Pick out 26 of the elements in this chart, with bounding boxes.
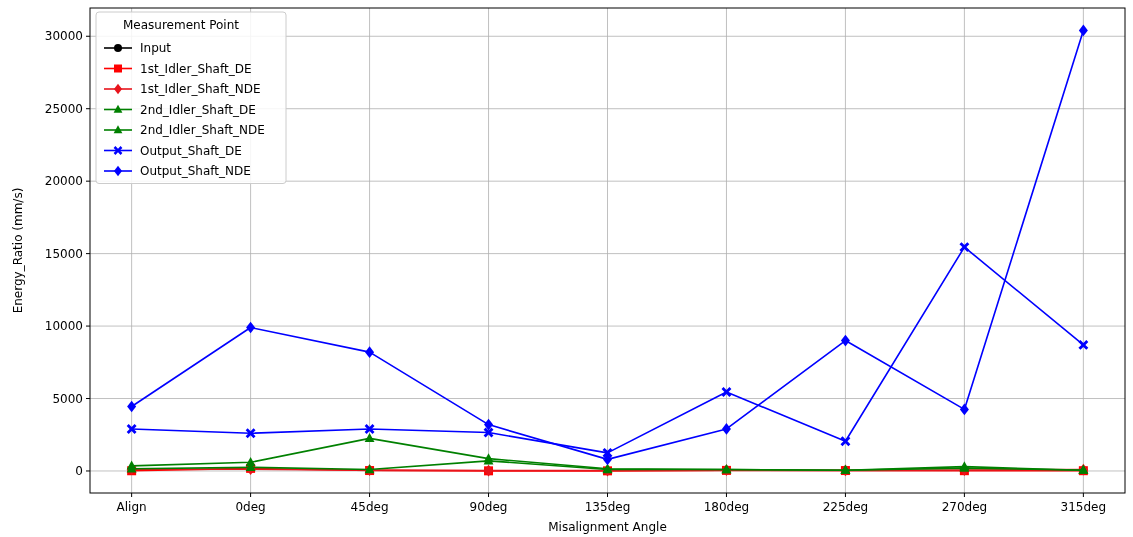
x-tick-label: 315deg [1060,500,1107,514]
x-tick-label: 135deg [584,500,631,514]
legend-label: Output_Shaft_DE [140,143,242,158]
y-tick-label: 25000 [44,101,83,116]
y-axis-title: Energy_Ratio (mm/s) [11,187,25,314]
y-tick-label: 15000 [44,246,83,261]
legend-label: 1st_Idler_Shaft_NDE [140,82,261,97]
y-tick-label: 0 [75,464,83,479]
x-axis-title: Misalignment Angle [548,520,667,534]
legend-label: 1st_Idler_Shaft_DE [140,61,252,76]
y-tick-label: 20000 [44,174,83,189]
y-tick-label: 5000 [52,391,83,406]
x-tick-label: 90deg [469,500,508,514]
y-tick-label: 30000 [44,29,83,44]
legend-title: Measurement Point [123,18,240,32]
x-tick-label: 45deg [350,500,389,514]
x-tick-label: 225deg [822,500,869,514]
legend-label: Output_Shaft_NDE [140,164,251,179]
x-tick-label: 0deg [235,500,266,514]
y-tick-label: 10000 [44,319,83,334]
legend-label: 2nd_Idler_Shaft_DE [140,102,256,117]
legend-label: 2nd_Idler_Shaft_NDE [140,123,265,138]
x-tick-label: 180deg [703,500,750,514]
x-tick-label: 270deg [941,500,988,514]
x-tick-label: Align [116,500,147,514]
legend-label: Input [140,41,172,56]
